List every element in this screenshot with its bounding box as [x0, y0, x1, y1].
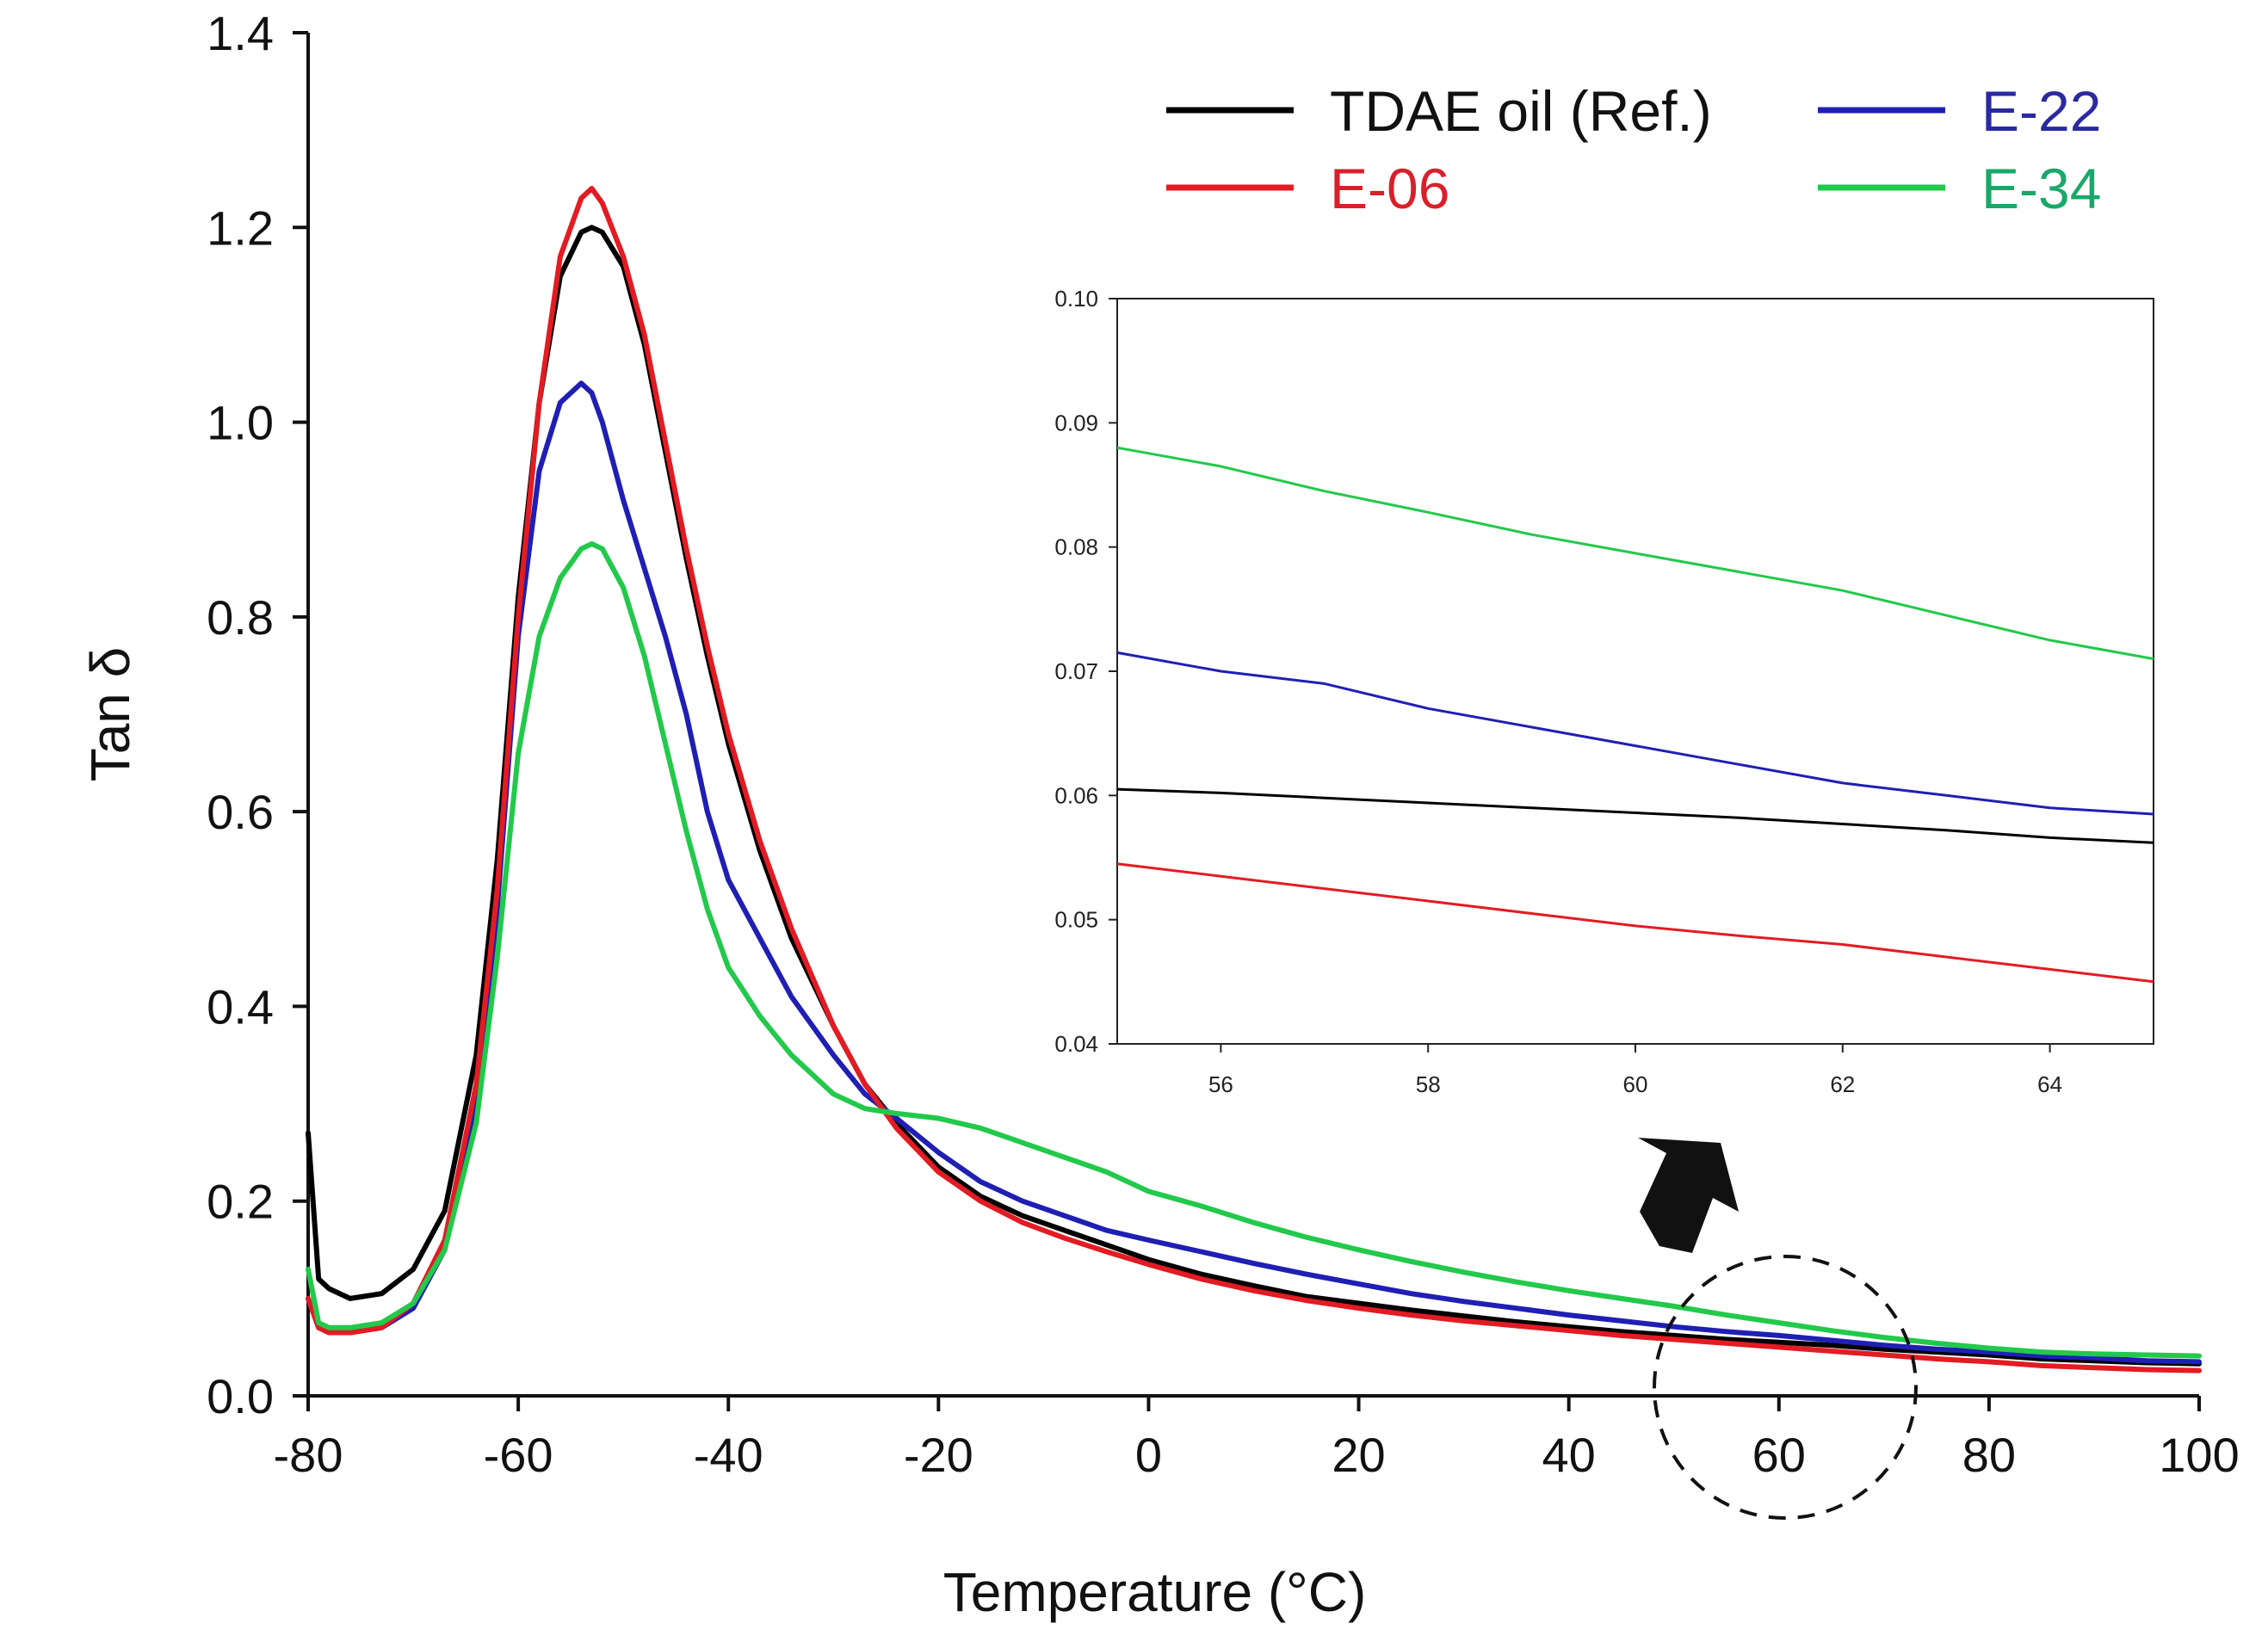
y-tick-label: 0.2 — [207, 1175, 274, 1229]
inset-x-tick-label: 58 — [1416, 1071, 1441, 1097]
inset-series-line-e-34 — [1116, 446, 2154, 661]
series-line-e-34 — [306, 541, 2202, 1359]
x-tick-label: 80 — [1962, 1428, 2016, 1482]
inset-series-line-tdae-oil-ref — [1116, 787, 2154, 844]
x-tick-label: 0 — [1135, 1428, 1162, 1482]
y-tick-label: 0.8 — [207, 590, 274, 645]
y-axis-title: Tan δ — [79, 647, 141, 782]
x-tick-label: -40 — [694, 1428, 763, 1482]
legend-label-e-22: E-22 — [1981, 79, 2101, 143]
inset-y-tick-label: 0.08 — [1054, 534, 1098, 560]
zoom-arrow-icon — [1638, 1138, 1739, 1253]
annotations — [1638, 1138, 1918, 1520]
x-axis-title: Temperature (°C) — [943, 1561, 1367, 1623]
y-tick-label: 0.4 — [207, 979, 274, 1034]
legend-label-e-06: E-06 — [1330, 157, 1449, 220]
inset-y-tick-label: 0.07 — [1054, 658, 1098, 684]
main-plot: -80 -60 -40 -20 0 20 40 60 80 100 0.0 0.2 0.4 0.6 0.8 1… — [79, 6, 2240, 1623]
x-tick-label: -20 — [904, 1428, 973, 1482]
series-line-e-06 — [306, 186, 2202, 1373]
inset-x-tick-label: 60 — [1623, 1071, 1648, 1097]
x-tick-label: -60 — [484, 1428, 553, 1482]
x-tick-label: 20 — [1332, 1428, 1385, 1482]
y-tick-label: 0.6 — [207, 785, 274, 839]
inset-x-tick-label: 62 — [1830, 1071, 1855, 1097]
legend-label-tdae-oil-ref: TDAE oil (Ref.) — [1330, 79, 1712, 143]
inset-x-tick-label: 56 — [1208, 1071, 1233, 1097]
inset-plot: 56 58 60 62 64 0.04 0.05 0.06 0.07 0.08 0.09 0.10 — [1054, 286, 2154, 1097]
inset-series-line-e-22 — [1116, 651, 2154, 816]
inset-y-tick-label: 0.04 — [1054, 1031, 1098, 1057]
inset-y-tick-label: 0.05 — [1054, 907, 1098, 933]
legend: TDAE oil (Ref.) E-06 E-22 E-34 — [1166, 79, 2101, 220]
legend-label-e-34: E-34 — [1981, 157, 2101, 220]
inset-y-tick-label: 0.10 — [1054, 286, 1098, 312]
x-tick-label: -80 — [274, 1428, 343, 1482]
x-tick-label: 60 — [1752, 1428, 1806, 1482]
inset-y-tick-label: 0.06 — [1054, 782, 1098, 808]
y-tick-label: 1.0 — [207, 396, 274, 450]
y-tick-label: 1.2 — [207, 201, 274, 255]
y-tick-label: 0.0 — [207, 1369, 274, 1423]
zoom-region-circle — [1653, 1255, 1918, 1520]
x-tick-label: 40 — [1542, 1428, 1596, 1482]
x-tick-label: 100 — [2159, 1428, 2239, 1482]
inset-y-tick-label: 0.09 — [1054, 410, 1098, 435]
y-tick-label: 1.4 — [207, 6, 274, 60]
inset-x-tick-label: 64 — [2037, 1071, 2062, 1097]
inset-series-line-e-06 — [1116, 862, 2154, 984]
inset-frame — [1116, 298, 2154, 1045]
